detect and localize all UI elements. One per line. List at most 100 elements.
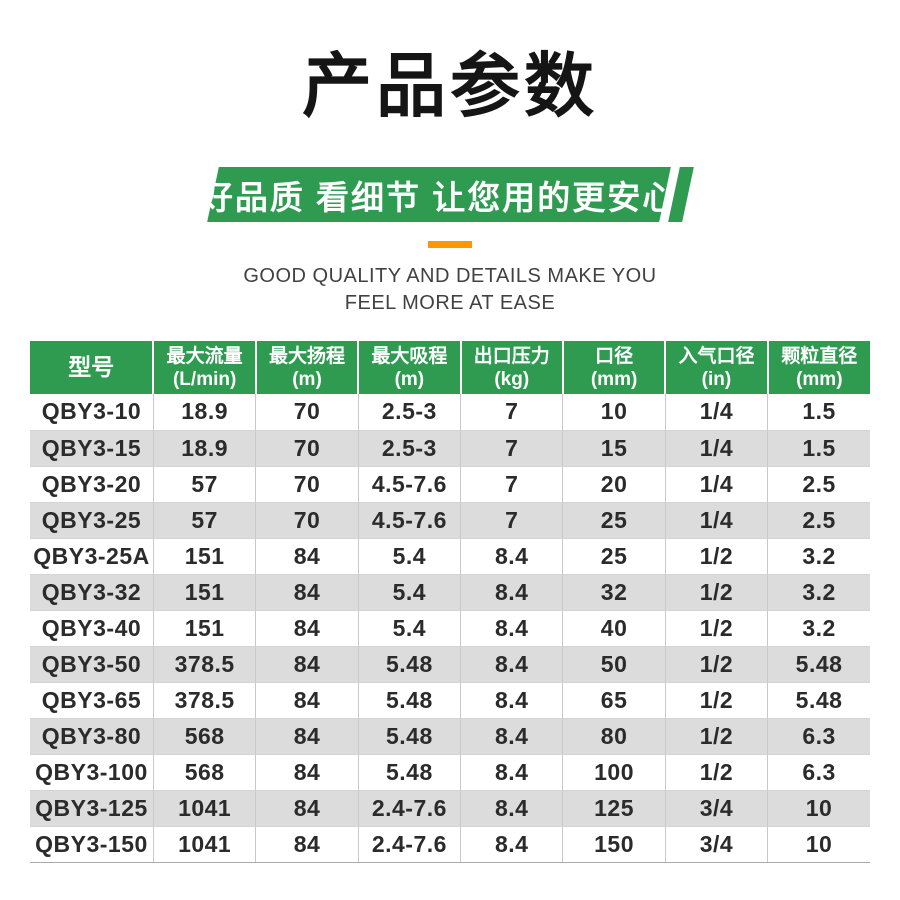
value-cell: 1041	[153, 790, 257, 827]
value-cell: 84	[255, 826, 359, 863]
value-cell: 25	[562, 502, 666, 539]
value-cell: 84	[255, 754, 359, 791]
value-cell: 1.5	[767, 430, 870, 467]
column-header: 最大吸程 (m)	[358, 341, 462, 394]
header-row: 型号 最大流量 (L/min) 最大扬程 (m) 最大吸程 (m) 出口压力 (kg) 口径 (mm…	[30, 341, 870, 394]
column-header: 入气口径 (in)	[665, 341, 769, 394]
value-cell: 84	[255, 538, 359, 575]
value-cell: 70	[255, 394, 359, 431]
value-cell: 378.5	[153, 646, 257, 683]
spec-table-header: 型号 最大流量 (L/min) 最大扬程 (m) 最大吸程 (m) 出口压力 (kg) 口径 (mm…	[30, 341, 870, 394]
model-cell: QBY3-80	[30, 718, 154, 755]
value-cell: 84	[255, 790, 359, 827]
value-cell: 5.48	[358, 754, 462, 791]
model-cell: QBY3-150	[30, 826, 154, 863]
model-cell: QBY3-65	[30, 682, 154, 719]
value-cell: 2.5-3	[358, 394, 462, 431]
value-cell: 2.5	[767, 502, 870, 539]
value-cell: 8.4	[460, 790, 564, 827]
model-cell: QBY3-25	[30, 502, 154, 539]
value-cell: 5.4	[358, 538, 462, 575]
value-cell: 10	[562, 394, 666, 431]
value-cell: 1/2	[665, 574, 769, 611]
value-cell: 1/4	[665, 394, 769, 431]
value-cell: 1/2	[665, 718, 769, 755]
value-cell: 8.4	[460, 574, 564, 611]
subtitle-en: GOOD QUALITY AND DETAILS MAKE YOU FEEL M…	[0, 263, 900, 317]
value-cell: 40	[562, 610, 666, 647]
model-cell: QBY3-25A	[30, 538, 154, 575]
value-cell: 80	[562, 718, 666, 755]
value-cell: 5.48	[358, 682, 462, 719]
table-row: QBY3-40 151 84 5.4 8.4 40 1/2 3.2	[30, 610, 870, 647]
value-cell: 3/4	[665, 790, 769, 827]
table-row: QBY3-50 378.5 84 5.48 8.4 50 1/2 5.48	[30, 646, 870, 683]
value-cell: 5.4	[358, 574, 462, 611]
value-cell: 70	[255, 502, 359, 539]
value-cell: 84	[255, 646, 359, 683]
value-cell: 3.2	[767, 610, 870, 647]
value-cell: 4.5-7.6	[358, 502, 462, 539]
orange-divider	[428, 241, 472, 248]
value-cell: 10	[767, 826, 870, 863]
subtitle-line-2: FEEL MORE AT EASE	[344, 292, 556, 314]
value-cell: 20	[562, 466, 666, 503]
value-cell: 5.48	[358, 718, 462, 755]
value-cell: 151	[153, 574, 257, 611]
value-cell: 125	[562, 790, 666, 827]
value-cell: 18.9	[153, 394, 257, 431]
value-cell: 2.5	[767, 466, 870, 503]
value-cell: 8.4	[460, 826, 564, 863]
value-cell: 3.2	[767, 574, 870, 611]
value-cell: 2.5-3	[358, 430, 462, 467]
value-cell: 18.9	[153, 430, 257, 467]
value-cell: 32	[562, 574, 666, 611]
value-cell: 8.4	[460, 754, 564, 791]
value-cell: 8.4	[460, 682, 564, 719]
value-cell: 1/4	[665, 502, 769, 539]
value-cell: 151	[153, 610, 257, 647]
value-cell: 7	[460, 502, 564, 539]
table-row: QBY3-10 18.9 70 2.5-3 7 10 1/4 1.5	[30, 394, 870, 431]
model-cell: QBY3-15	[30, 430, 154, 467]
banner: 好品质 看细节 让您用的更安心	[0, 167, 900, 222]
value-cell: 70	[255, 466, 359, 503]
column-header: 口径 (mm)	[562, 341, 667, 394]
table-row: QBY3-25 57 70 4.5-7.6 7 25 1/4 2.5	[30, 502, 870, 539]
spec-table-body: QBY3-10 18.9 70 2.5-3 7 10 1/4 1.5 QBY3-15 18.9 70…	[30, 394, 870, 863]
model-cell: QBY3-32	[30, 574, 154, 611]
value-cell: 100	[562, 754, 666, 791]
value-cell: 3.2	[767, 538, 870, 575]
model-cell: QBY3-125	[30, 790, 154, 827]
value-cell: 10	[767, 790, 870, 827]
column-header: 颗粒直径 (mm)	[767, 341, 870, 394]
value-cell: 5.48	[767, 682, 870, 719]
value-cell: 50	[562, 646, 666, 683]
value-cell: 1/2	[665, 610, 769, 647]
value-cell: 15	[562, 430, 666, 467]
model-cell: QBY3-20	[30, 466, 154, 503]
value-cell: 84	[255, 682, 359, 719]
value-cell: 150	[562, 826, 666, 863]
model-cell: QBY3-40	[30, 610, 154, 647]
table-row: QBY3-20 57 70 4.5-7.6 7 20 1/4 2.5	[30, 466, 870, 503]
value-cell: 4.5-7.6	[358, 466, 462, 503]
value-cell: 6.3	[767, 754, 870, 791]
column-header: 出口压力 (kg)	[460, 341, 564, 394]
table-row: QBY3-80 568 84 5.48 8.4 80 1/2 6.3	[30, 718, 870, 755]
value-cell: 1/4	[665, 430, 769, 467]
value-cell: 1.5	[767, 394, 870, 431]
value-cell: 1/4	[665, 466, 769, 503]
model-cell: QBY3-10	[30, 394, 154, 431]
table-row: QBY3-100 568 84 5.48 8.4 100 1/2 6.3	[30, 754, 870, 791]
value-cell: 57	[153, 466, 257, 503]
value-cell: 65	[562, 682, 666, 719]
table-row: QBY3-150 1041 84 2.4-7.6 8.4 150 3/4 10	[30, 826, 870, 863]
value-cell: 1/2	[665, 754, 769, 791]
value-cell: 5.48	[358, 646, 462, 683]
value-cell: 25	[562, 538, 666, 575]
value-cell: 8.4	[460, 538, 564, 575]
value-cell: 84	[255, 574, 359, 611]
table-row: QBY3-25A 151 84 5.4 8.4 25 1/2 3.2	[30, 538, 870, 575]
value-cell: 5.4	[358, 610, 462, 647]
